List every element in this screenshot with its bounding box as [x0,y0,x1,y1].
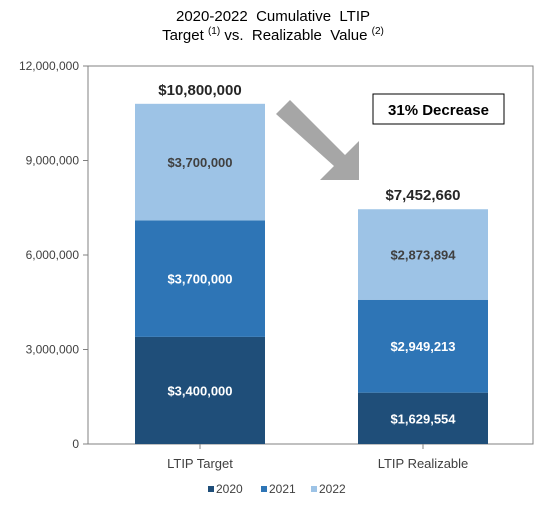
bar-segment [135,336,265,444]
total-label: $10,800,000 [158,82,241,99]
decrease-arrow [276,100,359,180]
bar-segment [135,220,265,337]
total-label: $7,452,660 [385,187,460,204]
legend-swatch [208,486,214,492]
legend-label: 2021 [269,482,296,496]
segment-label: $1,629,554 [390,411,456,426]
y-tick-label: 0 [72,437,79,451]
title-footnote-2: (2) [371,26,384,37]
segment-label: $2,949,213 [390,339,455,354]
chart-title-line2: Target (1) vs. Realizable Value (2) [0,26,546,45]
x-tick-label: LTIP Realizable [378,456,469,471]
legend-label: 2022 [319,482,346,496]
legend-swatch [261,486,267,492]
segment-label: $3,700,000 [167,272,232,287]
legend-label: 2020 [216,482,243,496]
segment-label: $3,400,000 [167,383,232,398]
title-part: vs. Realizable Value [220,27,372,44]
x-tick-label: LTIP Target [167,456,233,471]
title-part: 2020-2022 Cumulative LTIP [176,8,370,25]
bar-segment [358,299,488,393]
y-tick-label: 3,000,000 [26,343,80,357]
segment-label: $3,700,000 [167,155,232,170]
title-footnote-1: (1) [207,26,221,37]
title-part: Target [162,27,208,44]
bar-segment [358,209,488,300]
y-tick-label: 9,000,000 [26,154,80,168]
annotation-box [372,93,505,125]
y-tick-label: 6,000,000 [26,248,80,262]
bar-segment [135,103,265,221]
bar-segment [358,392,488,444]
segment-label: $2,873,894 [390,248,456,263]
annotation-text: 31% Decrease [388,102,489,119]
chart-title-line1: 2020-2022 Cumulative LTIP [0,8,546,25]
legend-swatch [311,486,317,492]
y-tick-label: 12,000,000 [19,59,79,73]
